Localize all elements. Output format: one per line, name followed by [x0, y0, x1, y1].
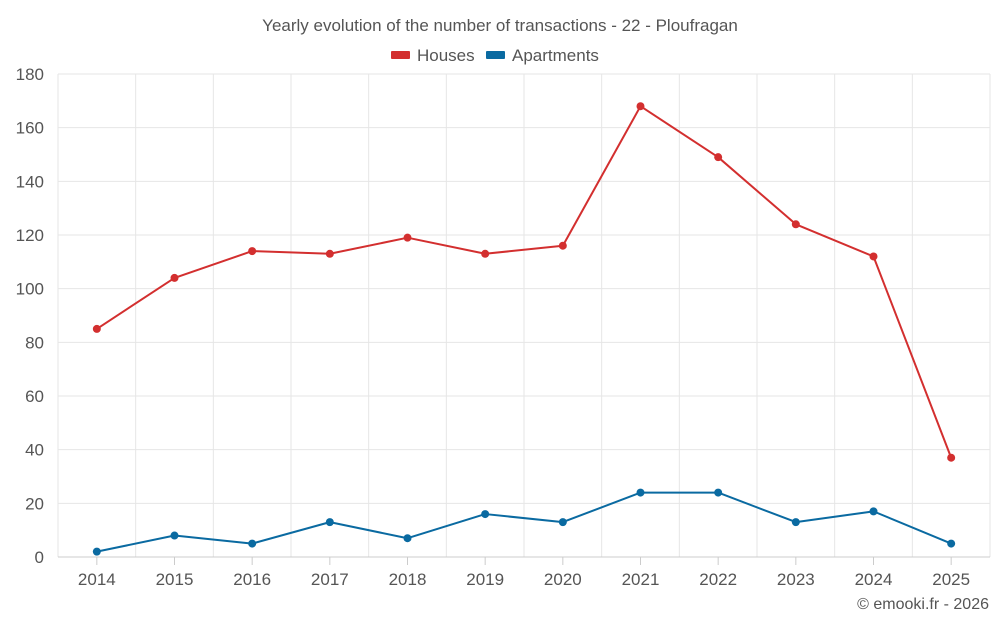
- legend-swatch-apartments: [486, 51, 505, 59]
- data-point-houses[interactable]: [869, 252, 878, 261]
- data-point-apartments[interactable]: [791, 518, 800, 527]
- y-tick-label: 80: [25, 333, 44, 352]
- x-tick-label: 2025: [932, 570, 970, 589]
- x-tick-label: 2018: [389, 570, 427, 589]
- data-point-houses[interactable]: [947, 453, 956, 462]
- data-point-apartments[interactable]: [481, 510, 490, 519]
- y-tick-label: 20: [25, 494, 44, 513]
- data-point-apartments[interactable]: [714, 488, 723, 497]
- x-tick-label: 2017: [311, 570, 349, 589]
- y-tick-label: 40: [25, 441, 44, 460]
- x-tick-label: 2019: [466, 570, 504, 589]
- data-point-houses[interactable]: [325, 249, 334, 258]
- data-point-apartments[interactable]: [558, 518, 567, 527]
- gridlines: [57, 73, 991, 557]
- data-point-houses[interactable]: [791, 220, 800, 229]
- legend-label-houses[interactable]: Houses: [417, 46, 475, 65]
- data-point-apartments[interactable]: [869, 507, 878, 516]
- credit-text: © emooki.fr - 2026: [857, 596, 989, 613]
- series-layer: [92, 102, 956, 556]
- x-tick-label: 2014: [78, 570, 116, 589]
- x-tick-label: 2021: [622, 570, 660, 589]
- y-tick-label: 0: [35, 548, 44, 567]
- data-point-houses[interactable]: [92, 324, 101, 333]
- series-line-apartments: [96, 491, 952, 553]
- y-tick-label: 180: [16, 65, 44, 84]
- x-tick-label: 2015: [156, 570, 194, 589]
- data-point-apartments[interactable]: [92, 547, 101, 556]
- data-point-houses[interactable]: [170, 273, 179, 282]
- x-tick-label: 2023: [777, 570, 815, 589]
- data-point-apartments[interactable]: [947, 539, 956, 548]
- legend-swatch-houses: [391, 51, 410, 59]
- data-point-houses[interactable]: [481, 249, 490, 258]
- legend-label-apartments[interactable]: Apartments: [512, 46, 599, 65]
- data-point-houses[interactable]: [636, 102, 645, 111]
- x-tick-label: 2022: [699, 570, 737, 589]
- legend: Houses Apartments: [391, 46, 599, 65]
- chart-title: Yearly evolution of the number of transa…: [262, 16, 738, 35]
- y-tick-label: 120: [16, 226, 44, 245]
- data-point-apartments[interactable]: [403, 534, 412, 543]
- data-point-apartments[interactable]: [170, 531, 179, 540]
- y-axis: 0 20 40 60 80 100 120 140 160 180: [16, 65, 44, 567]
- y-tick-label: 100: [16, 280, 44, 299]
- y-tick-label: 160: [16, 119, 44, 138]
- y-tick-label: 140: [16, 172, 44, 191]
- data-point-houses[interactable]: [403, 233, 412, 242]
- data-point-apartments[interactable]: [636, 488, 645, 497]
- data-point-apartments[interactable]: [248, 539, 257, 548]
- x-tick-label: 2020: [544, 570, 582, 589]
- data-point-apartments[interactable]: [325, 518, 334, 527]
- x-tick-label: 2016: [233, 570, 271, 589]
- series-line-houses: [96, 105, 953, 459]
- data-point-houses[interactable]: [558, 241, 567, 250]
- y-tick-label: 60: [25, 387, 44, 406]
- x-tick-label: 2024: [855, 570, 893, 589]
- data-point-houses[interactable]: [248, 247, 257, 256]
- x-axis: 2014 2015 2016 2017 2018 2019 2020 2021 2022 2023…: [58, 556, 990, 589]
- data-point-houses[interactable]: [714, 153, 723, 162]
